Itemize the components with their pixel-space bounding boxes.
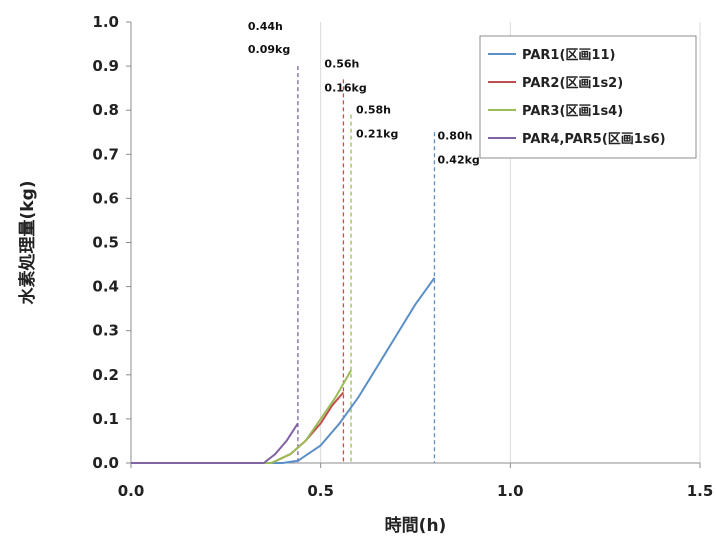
annotation-amount-label: 0.21kg (356, 128, 398, 141)
y-tick-label: 0.5 (92, 234, 119, 252)
annotation-amount-label: 0.09kg (248, 43, 290, 56)
annotation-time-label: 0.44h (248, 20, 283, 33)
y-tick-label: 0.4 (92, 278, 119, 296)
series-line (131, 277, 436, 464)
x-tick-label: 0.0 (118, 482, 145, 500)
y-tick-label: 1.0 (92, 13, 119, 31)
annotation-amount-label: 0.42kg (437, 153, 479, 166)
legend-label: PAR1(区画11) (522, 48, 615, 63)
y-tick-label: 0.1 (92, 410, 119, 428)
y-tick-label: 0.9 (92, 57, 119, 75)
annotation-time-label: 0.56h (324, 57, 359, 70)
annotation-amount-label: 0.16kg (324, 81, 366, 94)
series-line (131, 369, 352, 464)
x-tick-label: 1.5 (687, 482, 714, 500)
y-tick-label: 0.7 (92, 145, 119, 163)
y-tick-label: 0.6 (92, 189, 119, 207)
y-axis-label: 水素処理量(kg) (17, 180, 38, 304)
annotation-time-label: 0.80h (437, 129, 472, 142)
y-tick-label: 0.3 (92, 322, 119, 340)
legend-label: PAR2(区画1s2) (522, 76, 623, 91)
y-tick-label: 0.0 (92, 454, 119, 472)
annotation-time-label: 0.58h (356, 104, 391, 117)
y-tick-label: 0.2 (92, 366, 119, 384)
x-axis-label: 時間(h) (385, 515, 447, 536)
legend-label: PAR3(区画1s4) (522, 104, 623, 119)
legend-label: PAR4,PAR5(区画1s6) (522, 132, 666, 147)
y-tick-label: 0.8 (92, 101, 119, 119)
x-tick-label: 1.0 (497, 482, 524, 500)
x-tick-label: 0.5 (307, 482, 334, 500)
series-line (131, 422, 299, 464)
